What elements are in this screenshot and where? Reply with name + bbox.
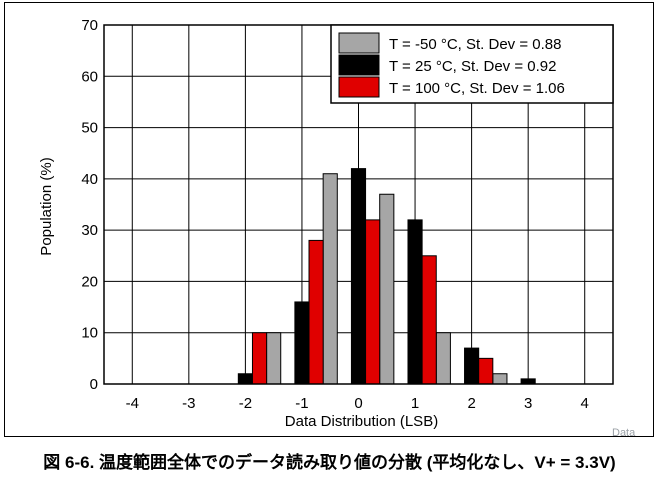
bar-series-1 (322, 173, 338, 385)
legend-swatch (338, 32, 380, 54)
bar-series-2 (407, 219, 423, 385)
y-tick-label: 30 (81, 222, 98, 239)
legend-label: T = -50 °C, St. Dev = 0.88 (389, 36, 561, 53)
y-tick-label: 0 (90, 376, 98, 393)
y-tick-label: 50 (81, 120, 98, 137)
x-tick-label: 1 (411, 395, 419, 412)
bar-series-2 (294, 301, 310, 385)
bar-series-3 (308, 239, 324, 385)
bar-series-3 (365, 219, 381, 385)
x-tick-label: -3 (182, 395, 195, 412)
bar-series-1 (435, 332, 451, 385)
legend-swatch (338, 76, 380, 98)
x-tick-label: -1 (295, 395, 308, 412)
y-tick-label: 10 (81, 325, 98, 342)
y-tick-label: 40 (81, 171, 98, 188)
x-axis-title: Data Distribution (LSB) (285, 413, 438, 430)
bar-series-2 (237, 373, 253, 385)
figure-caption: 図 6-6. 温度範囲全体でのデータ読み取り値の分散 (平均化なし、V+ = 3… (43, 453, 616, 472)
bar-series-1 (379, 193, 395, 385)
bar-series-3 (421, 255, 437, 385)
bar-series-3 (478, 357, 494, 385)
bar-series-1 (266, 332, 282, 385)
bar-series-2 (350, 168, 367, 385)
watermark-label: Data (612, 427, 636, 439)
x-tick-label: 4 (581, 395, 589, 412)
x-tick-label: -4 (126, 395, 139, 412)
bar-series-1 (492, 373, 508, 385)
y-tick-label: 60 (81, 68, 98, 85)
x-tick-label: 0 (354, 395, 362, 412)
x-tick-label: -2 (239, 395, 252, 412)
x-tick-label: 2 (467, 395, 475, 412)
histogram-chart: 0 10 20 30 40 50 60 70 -4 -3 -2 -1 0 1 2 3 4 Data Distrib… (38, 17, 614, 430)
bar-series-2 (464, 347, 480, 385)
figure-frame: 0 10 20 30 40 50 60 70 -4 -3 -2 -1 0 1 2 3 4 Data Distrib… (4, 2, 654, 437)
bar-series-3 (251, 332, 268, 385)
x-tick-label: 3 (524, 395, 532, 412)
y-tick-label: 20 (81, 273, 98, 290)
bar-series-2 (520, 378, 536, 385)
legend-swatch (338, 54, 380, 76)
y-tick-label: 70 (81, 17, 98, 34)
y-axis-title: Population (%) (38, 157, 55, 255)
legend-label: T = 100 °C, St. Dev = 1.06 (389, 80, 565, 97)
legend-label: T = 25 °C, St. Dev = 0.92 (389, 58, 556, 75)
